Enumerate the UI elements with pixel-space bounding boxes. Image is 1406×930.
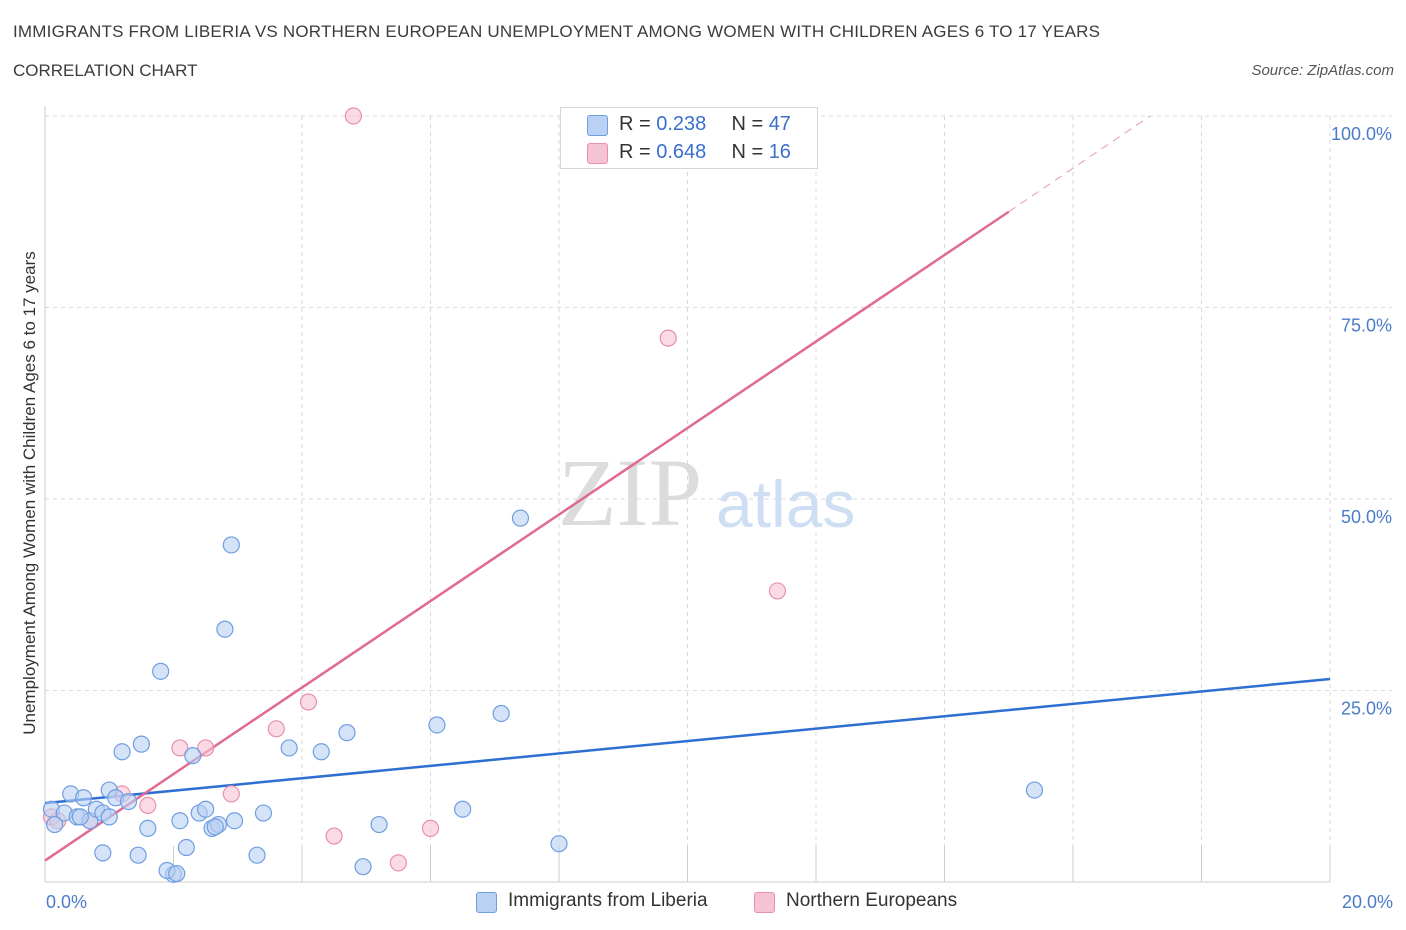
point-liberia[interactable] [550,835,568,853]
point-liberia[interactable] [129,846,147,864]
watermark: ZIP atlas [558,439,855,546]
point-liberia[interactable] [171,812,189,830]
y-tick-label: 25.0% [1341,699,1392,719]
point-liberia[interactable] [312,743,330,761]
points-layer [42,107,1044,883]
legend-label-northern: Northern Europeans [786,890,958,911]
point-northern[interactable] [139,796,157,815]
source-credit: Source: ZipAtlas.com [1251,62,1394,79]
point-liberia[interactable] [100,808,118,826]
point-liberia[interactable] [370,815,388,834]
point-liberia[interactable] [74,789,93,807]
point-liberia[interactable] [511,509,530,527]
y-tick-label: 100.0% [1331,124,1392,144]
chart-title: IMMIGRANTS FROM LIBERIA VS NORTHERN EURO… [13,22,1101,41]
r-label: R = [619,113,651,135]
point-liberia[interactable] [354,858,372,876]
point-northern[interactable] [344,107,362,125]
labels-layer: 25.0% 50.0% 75.0% 100.0% 0.0% 20.0% [46,124,1393,912]
point-northern[interactable] [299,693,318,711]
watermark-zip: ZIP [558,439,702,546]
axes-layer [44,106,1331,883]
legend-swatch-northern [754,892,775,913]
n-label: N = [731,113,764,135]
y-axis-title: Unemployment Among Women with Children A… [20,251,39,735]
point-liberia[interactable] [119,792,138,811]
point-northern[interactable] [421,819,440,837]
trendline-liberia [44,677,1331,805]
x-tick-label: 20.0% [1342,892,1393,912]
point-northern[interactable] [267,720,285,738]
point-liberia[interactable] [168,864,186,883]
r-value-northern: 0.648 [656,141,707,163]
point-liberia[interactable] [94,844,112,862]
stats-legend: R = 0.238 N = 47 R = 0.648 N = 16 [560,107,818,169]
point-liberia[interactable] [46,815,64,834]
point-liberia[interactable] [492,704,510,723]
point-liberia[interactable] [152,662,170,680]
point-liberia[interactable] [197,800,215,818]
point-liberia[interactable] [177,838,195,857]
point-liberia[interactable] [454,800,472,818]
chart-subtitle: CORRELATION CHART [13,61,198,80]
r-label: R = [619,141,651,163]
r-value-liberia: 0.238 [656,113,707,135]
x-tick-label: 0.0% [46,892,87,912]
y-tick-label: 50.0% [1341,507,1392,527]
point-northern[interactable] [659,329,677,347]
point-northern[interactable] [325,827,343,845]
point-liberia[interactable] [338,724,356,742]
point-liberia[interactable] [248,846,266,864]
n-value-liberia: 47 [768,113,791,135]
point-liberia[interactable] [132,735,150,753]
point-liberia[interactable] [222,536,240,554]
point-liberia[interactable] [280,739,298,757]
point-liberia[interactable] [1025,781,1044,799]
point-liberia[interactable] [225,812,244,830]
point-liberia[interactable] [206,818,224,836]
point-liberia[interactable] [71,808,89,826]
legend-label-liberia: Immigrants from Liberia [508,890,708,911]
point-liberia[interactable] [139,819,157,837]
n-label: N = [731,141,764,163]
y-tick-label: 75.0% [1341,316,1392,336]
point-liberia[interactable] [184,747,202,765]
legend-swatch-northern [587,143,608,164]
point-northern[interactable] [389,854,407,872]
point-northern[interactable] [222,785,240,803]
watermark-atlas: atlas [716,467,855,541]
trendline-northern-extension [1008,115,1151,213]
series-legend: Immigrants from Liberia Northern Europea… [0,890,1406,916]
point-northern[interactable] [197,739,215,757]
point-liberia[interactable] [113,743,131,761]
point-northern[interactable] [768,582,787,600]
point-liberia[interactable] [254,804,273,822]
point-northern[interactable] [171,739,189,757]
legend-swatch-liberia [587,115,608,136]
point-liberia[interactable] [216,620,234,638]
n-value-northern: 16 [768,141,791,163]
point-liberia[interactable] [428,716,446,734]
legend-swatch-liberia [476,892,497,913]
